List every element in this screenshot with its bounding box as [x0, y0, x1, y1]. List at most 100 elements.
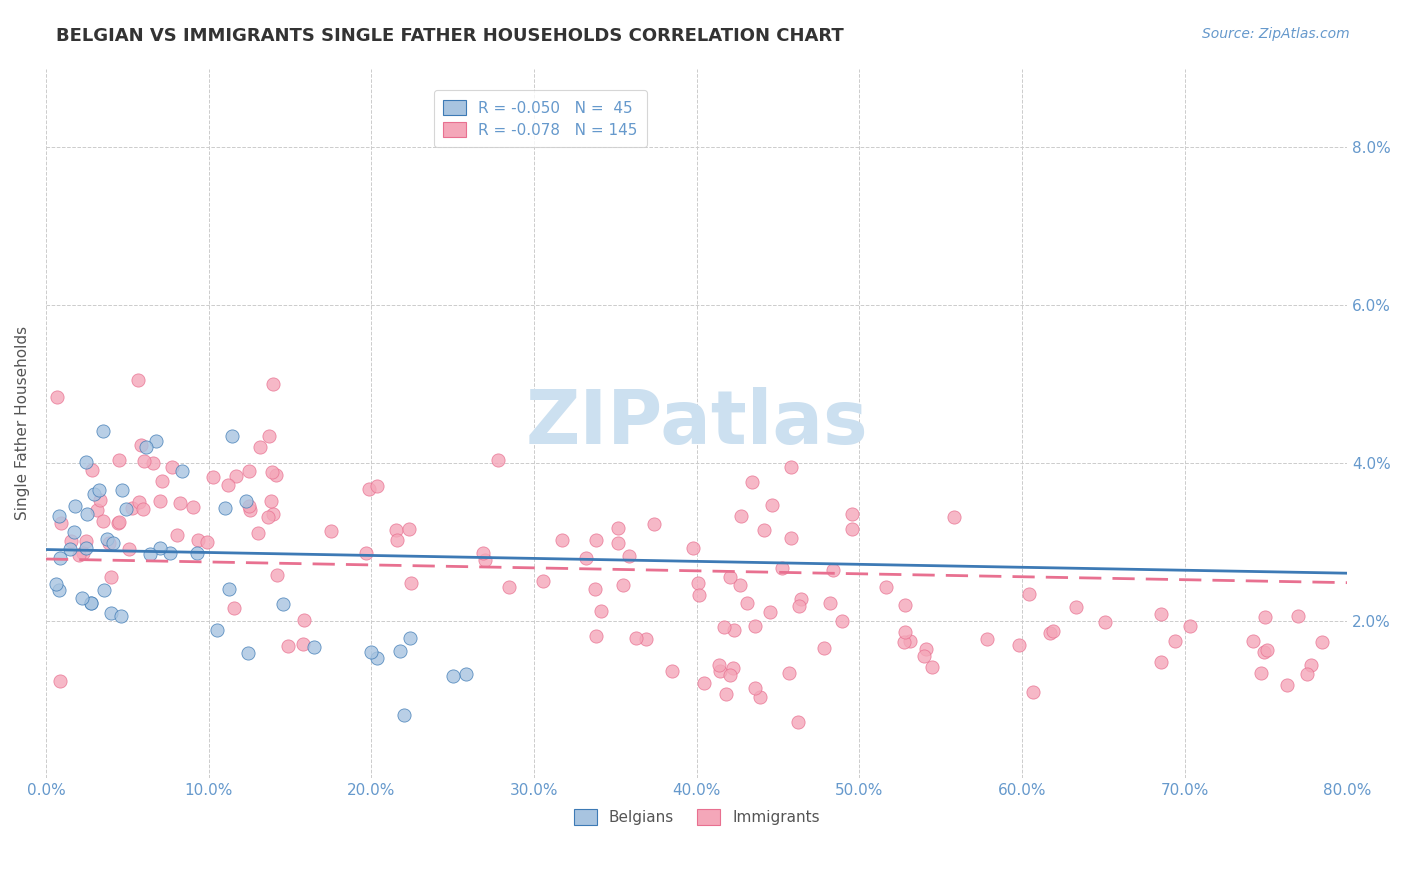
Point [441, 669, 464, 683]
Text: BELGIAN VS IMMIGRANTS SINGLE FATHER HOUSEHOLDS CORRELATION CHART: BELGIAN VS IMMIGRANTS SINGLE FATHER HOUS… [56, 27, 844, 45]
Point [166, 528, 188, 542]
Point [149, 541, 172, 556]
Point [45, 390, 67, 404]
Point [262, 376, 284, 391]
Point [86, 503, 108, 517]
Point [127, 373, 149, 387]
Point [63, 499, 86, 513]
Point [1178, 618, 1201, 632]
Point [976, 632, 998, 647]
Point [875, 580, 897, 594]
Point [682, 541, 704, 556]
Point [235, 493, 257, 508]
Point [89, 493, 111, 508]
Point [1310, 634, 1333, 648]
Point [277, 640, 299, 654]
Point [170, 464, 193, 478]
Point [118, 542, 141, 557]
Point [385, 533, 408, 547]
Point [661, 665, 683, 679]
Point [183, 500, 205, 515]
Point [197, 534, 219, 549]
Point [744, 619, 766, 633]
Point [366, 651, 388, 665]
Point [238, 500, 260, 514]
Point [1042, 624, 1064, 638]
Point [135, 440, 157, 454]
Point [894, 625, 917, 640]
Point [225, 469, 247, 483]
Point [912, 648, 935, 663]
Point [728, 578, 751, 592]
Point [111, 483, 134, 497]
Point [201, 469, 224, 483]
Point [1299, 657, 1322, 672]
Point [813, 641, 835, 656]
Point [1064, 600, 1087, 615]
Point [80, 463, 103, 477]
Point [591, 604, 613, 618]
Point [780, 531, 803, 545]
Point [162, 459, 184, 474]
Point [249, 440, 271, 454]
Point [100, 606, 122, 620]
Point [1008, 639, 1031, 653]
Point [186, 546, 208, 560]
Point [1250, 665, 1272, 680]
Legend: Belgians, Immigrants: Belgians, Immigrants [564, 800, 828, 834]
Point [718, 667, 741, 681]
Point [486, 453, 509, 467]
Point [780, 460, 803, 475]
Point [1253, 645, 1275, 659]
Point [1022, 685, 1045, 699]
Point [693, 675, 716, 690]
Point [606, 536, 628, 550]
Point [257, 429, 280, 443]
Point [292, 637, 315, 651]
Point [752, 523, 775, 537]
Point [841, 522, 863, 536]
Point [787, 599, 810, 614]
Point [761, 499, 783, 513]
Point [399, 576, 422, 591]
Point [121, 501, 143, 516]
Point [575, 550, 598, 565]
Point [59, 542, 82, 557]
Point [744, 681, 766, 695]
Point [292, 613, 315, 627]
Point [217, 478, 239, 492]
Point [686, 576, 709, 591]
Point [456, 667, 478, 681]
Point [80, 596, 103, 610]
Point [1286, 609, 1309, 624]
Point [48, 582, 70, 597]
Point [607, 521, 630, 535]
Point [48, 551, 70, 566]
Point [1149, 655, 1171, 669]
Point [583, 582, 606, 596]
Point [48, 674, 70, 689]
Point [900, 634, 922, 648]
Point [100, 570, 122, 584]
Point [841, 507, 863, 521]
Point [238, 646, 260, 660]
Point [48, 508, 70, 523]
Point [787, 714, 810, 729]
Point [723, 623, 745, 637]
Point [139, 547, 162, 561]
Point [354, 547, 377, 561]
Point [247, 525, 270, 540]
Point [474, 553, 496, 567]
Point [707, 658, 730, 673]
Point [1253, 610, 1275, 624]
Point [260, 466, 283, 480]
Point [585, 629, 607, 643]
Point [893, 599, 915, 613]
Point [585, 533, 607, 547]
Point [778, 666, 800, 681]
Y-axis label: Single Father Households: Single Father Households [15, 326, 30, 520]
Point [51, 516, 73, 531]
Point [149, 494, 172, 508]
Point [730, 509, 752, 524]
Point [107, 516, 129, 531]
